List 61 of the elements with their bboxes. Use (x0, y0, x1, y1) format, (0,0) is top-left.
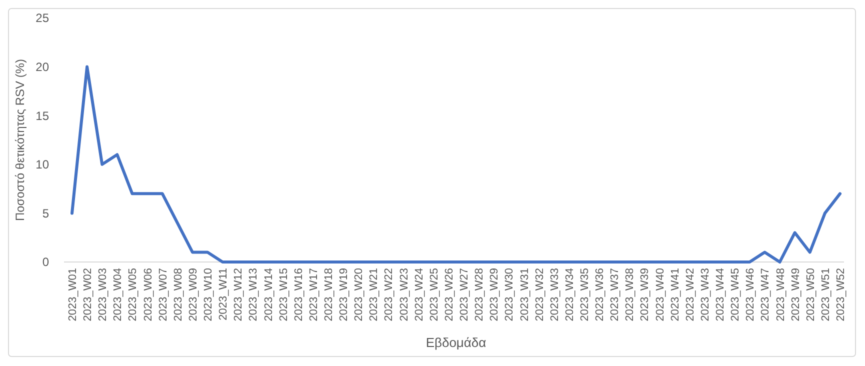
x-tick-label: 2023_W37 (609, 268, 622, 322)
x-tick-label: 2023_W51 (820, 268, 832, 322)
x-tick-label: 2023_W13 (248, 268, 260, 322)
x-tick-label: 2023_W10 (202, 268, 215, 322)
y-axis-title: Ποσοστό θετικότητας RSV (%) (13, 58, 27, 222)
x-tick-label: 2023_W31 (518, 268, 531, 322)
x-tick-label: 2023_W30 (504, 268, 516, 322)
x-tick-label: 2023_W36 (594, 268, 606, 322)
x-tick-label: 2023_W20 (353, 268, 366, 322)
x-tick-label: 2023_W18 (323, 268, 335, 322)
x-tick-label: 2023_W17 (308, 268, 320, 322)
x-tick-label: 2023_W48 (774, 268, 787, 322)
x-tick-label: 2023_W28 (474, 268, 486, 322)
x-tick-label: 2023_W40 (654, 268, 666, 322)
x-tick-label: 2023_W38 (624, 268, 636, 322)
x-tick-label: 2023_W01 (67, 268, 79, 322)
x-tick-label: 2023_W09 (187, 268, 200, 322)
x-tick-label: 2023_W35 (579, 268, 591, 322)
x-tick-label: 2023_W42 (684, 268, 696, 322)
x-tick-label: 2023_W08 (172, 268, 184, 322)
x-tick-label: 2023_W16 (292, 268, 305, 322)
x-tick-label: 2023_W19 (338, 268, 350, 322)
y-tick-label: 15 (36, 108, 50, 123)
x-tick-label: 2023_W07 (157, 268, 170, 322)
x-tick-label: 2023_W44 (714, 268, 727, 322)
x-tick-label: 2023_W26 (443, 268, 456, 322)
x-tick-label: 2023_W24 (413, 268, 426, 322)
x-tick-label: 2023_W15 (278, 268, 290, 322)
x-tick-label: 2023_W03 (97, 268, 110, 322)
x-tick-label: 2023_W25 (428, 268, 440, 322)
x-tick-label: 2023_W21 (368, 268, 380, 322)
x-axis-title: Εβδομάδα (426, 335, 487, 350)
x-tick-label: 2023_W29 (488, 268, 501, 322)
x-tick-label: 2023_W11 (218, 268, 230, 320)
x-tick-label: 2023_W12 (232, 268, 245, 322)
x-tick-label: 2023_W50 (804, 268, 817, 322)
y-tick-label: 0 (42, 255, 50, 270)
x-tick-label: 2023_W14 (262, 268, 275, 322)
x-tick-label: 2023_W47 (760, 268, 772, 322)
x-tick-label: 2023_W52 (835, 268, 847, 322)
x-tick-label: 2023_W49 (790, 268, 802, 322)
x-tick-label: 2023_W33 (548, 268, 561, 322)
x-tick-label: 2023_W41 (669, 268, 682, 322)
y-tick-label: 10 (36, 158, 50, 172)
y-tick-label: 20 (36, 60, 50, 74)
x-tick-label: 2023_W06 (142, 268, 154, 322)
x-tick-label: 2023_W34 (564, 268, 576, 322)
x-tick-label: 2023_W22 (383, 268, 396, 322)
x-tick-label: 2023_W23 (398, 268, 410, 322)
x-tick-label: 2023_W46 (744, 268, 757, 322)
x-tick-label: 2023_W27 (458, 268, 471, 322)
y-tick-label: 25 (36, 11, 50, 26)
y-tick-label: 5 (42, 206, 50, 220)
x-tick-label: 2023_W32 (534, 268, 546, 322)
x-tick-label: 2023_W43 (699, 268, 712, 322)
x-tick-label: 2023_W05 (127, 268, 140, 322)
x-tick-label: 2023_W04 (112, 268, 124, 322)
line-series (70, 65, 842, 264)
x-tick-label: 2023_W39 (639, 268, 652, 322)
x-tick-label: 2023_W02 (82, 268, 94, 322)
x-tick-label: 2023_W45 (730, 268, 742, 322)
